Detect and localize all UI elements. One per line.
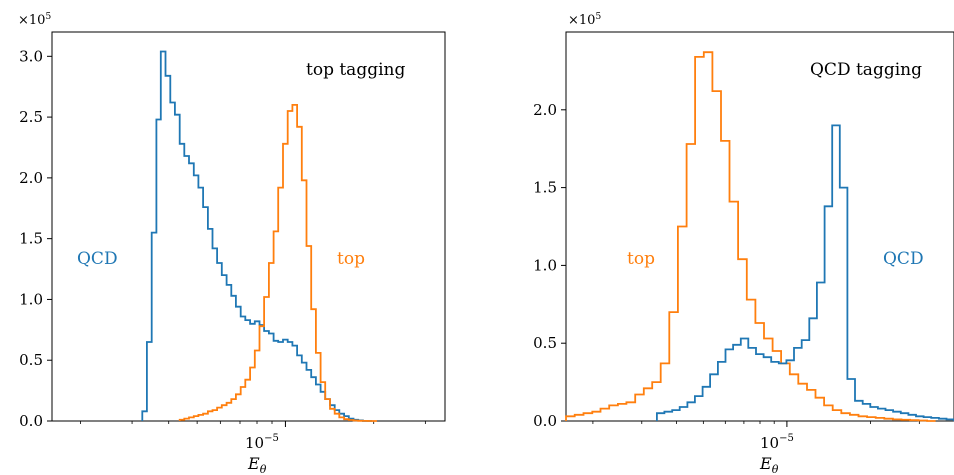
axis-ticks: 0.0 0.5 1.0 1.5 2.0 2.5 3.0: [19, 47, 426, 430]
y-tick-label: 2.0: [533, 101, 557, 119]
y-tick-label: 0.5: [19, 351, 43, 369]
y-tick-label: 1.5: [533, 179, 557, 197]
x-tick-label: 10−5: [245, 433, 279, 452]
top-label: top: [627, 249, 655, 269]
y-tick-label: 1.5: [19, 230, 43, 248]
y-tick-label: 0.5: [533, 334, 557, 352]
series-group: [565, 51, 954, 422]
x-tick-label: 10−5: [760, 433, 794, 452]
series-top-histogram: [178, 104, 377, 422]
y-tick-label: 1.0: [533, 256, 557, 274]
y-multiplier: ×105: [18, 12, 51, 28]
top-label: top: [337, 249, 365, 269]
y-tick-label: 3.0: [19, 47, 43, 65]
panel-qcd-tagging: 0.0 0.5 1.0 1.5 2.0 ×105 QCD tagging top QCD…: [533, 12, 954, 475]
x-axis-label: Eθ: [759, 454, 779, 475]
plot-frame: [51, 31, 446, 422]
plot-frame: [565, 31, 954, 422]
y-tick-label: 1.0: [19, 290, 43, 308]
qcd-label: QCD: [883, 249, 924, 269]
series-top-histogram: [565, 51, 936, 422]
panel-title: QCD tagging: [810, 60, 922, 80]
qcd-label: QCD: [77, 249, 118, 269]
series-qcd-histogram: [141, 50, 373, 422]
series-qcd-histogram: [656, 124, 954, 422]
y-tick-label: 2.5: [19, 108, 43, 126]
series-group: [141, 50, 377, 422]
panel-title: top tagging: [306, 60, 405, 80]
panel-top-tagging: 0.0 0.5 1.0 1.5 2.0 2.5 3.0 ×105 top tagging Q…: [18, 12, 446, 475]
y-multiplier: ×105: [568, 12, 601, 28]
y-tick-label: 2.0: [19, 169, 43, 187]
x-axis-label: Eθ: [247, 454, 267, 475]
y-tick-label: 0.0: [19, 412, 43, 430]
axis-ticks: 0.0 0.5 1.0 1.5 2.0: [533, 101, 920, 430]
y-tick-label: 0.0: [533, 412, 557, 430]
